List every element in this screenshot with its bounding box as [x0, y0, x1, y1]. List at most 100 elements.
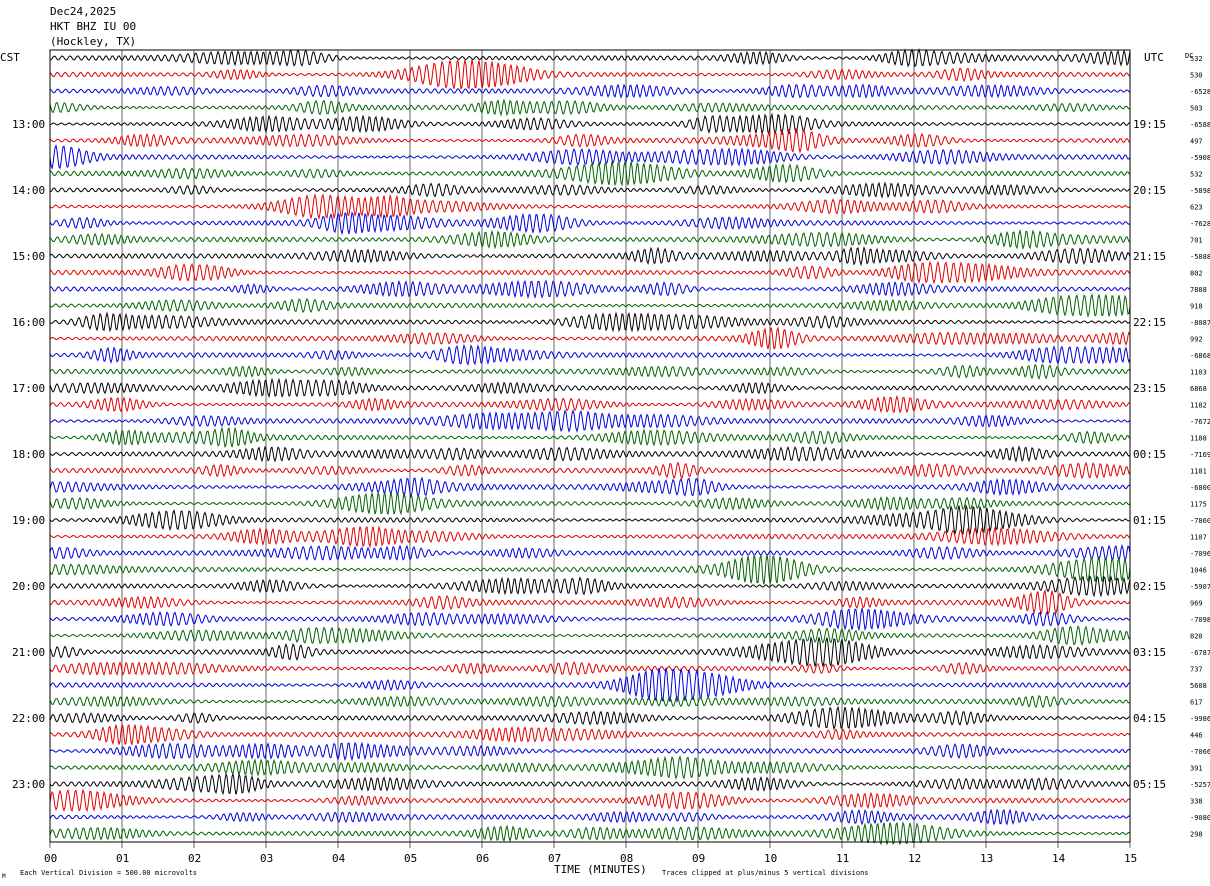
dc-offset-label: 5608: [1190, 682, 1207, 690]
dc-offset-label: 391: [1190, 765, 1203, 773]
dc-offset-label: -6800: [1190, 484, 1210, 492]
x-tick-label: 14: [1052, 852, 1066, 865]
dc-offset-label: 497: [1190, 138, 1203, 146]
left-hour-label: 21:00: [12, 646, 45, 659]
seismic-trace: [49, 574, 1131, 598]
right-hour-label: 01:15: [1133, 514, 1166, 527]
trace-group: [49, 48, 1131, 846]
seismic-trace: [49, 246, 1131, 267]
dc-offset-label: -5907: [1190, 583, 1210, 591]
seismic-trace: [49, 98, 1131, 117]
left-hour-label: 15:00: [12, 250, 45, 263]
left-hour-label: 13:00: [12, 118, 45, 131]
left-hour-label: 22:00: [12, 712, 45, 725]
x-tick-label: 05: [404, 852, 417, 865]
x-tick-label: 11: [836, 852, 849, 865]
dc-offset-label: -9080: [1190, 814, 1210, 822]
seismic-trace: [49, 181, 1131, 199]
right-zone-label: UTC: [1144, 51, 1164, 64]
seismic-trace: [49, 635, 1131, 668]
seismic-trace: [49, 608, 1131, 632]
seismic-trace: [49, 445, 1131, 463]
dc-offset-label: 969: [1190, 600, 1203, 608]
header-station: HKT BHZ IU 00: [50, 20, 137, 33]
header-date: Dec24,2025: [50, 5, 117, 18]
plot-frame: [49, 49, 1131, 843]
seismic-trace: [49, 377, 1131, 399]
label-group: 00 01 02 03 04 05 06 07 08 09 10 11 12 13 14 15 532 530 -6…: [12, 55, 1210, 865]
header-location: (Hockley, TX): [50, 35, 137, 48]
seismic-trace: [49, 48, 1131, 68]
seismic-trace: [49, 772, 1131, 796]
dc-offset-label: 532: [1190, 171, 1203, 179]
dc-offset-label: 701: [1190, 237, 1203, 245]
x-tick-label: 00: [44, 852, 57, 865]
dc-offset-label: 1107: [1190, 534, 1207, 542]
seismic-trace: [49, 755, 1131, 781]
seismic-trace: [49, 589, 1131, 615]
dc-offset-label: -6528: [1190, 88, 1210, 96]
seismic-trace: [49, 553, 1131, 585]
dc-offset-label: -7628: [1190, 220, 1210, 228]
scale-note: Each Vertical Division = 500.00 microvol…: [20, 869, 197, 877]
right-hour-label: 02:15: [1133, 580, 1166, 593]
seismic-trace: [49, 311, 1131, 333]
seismic-trace: [49, 503, 1131, 536]
dc-offset-label: 338: [1190, 798, 1203, 806]
dc-offset-label: -7860: [1190, 517, 1210, 525]
seismic-trace: [49, 491, 1131, 516]
seismic-trace: [49, 363, 1131, 381]
corner-mark: M: [2, 873, 6, 880]
dc-offset-label: 1182: [1190, 402, 1207, 410]
dc-offset-label: 617: [1190, 699, 1203, 707]
seismic-trace: [49, 161, 1131, 187]
dc-offset-label: 1046: [1190, 567, 1207, 575]
seismic-trace: [49, 543, 1131, 562]
right-hour-label: 21:15: [1133, 250, 1166, 263]
dc-offset-label: 802: [1190, 270, 1203, 278]
seismic-trace: [49, 279, 1131, 299]
dc-offset-label: -8087: [1190, 319, 1210, 327]
seismic-trace: [49, 426, 1131, 449]
seismic-trace: [49, 326, 1131, 350]
x-tick-label: 09: [692, 852, 705, 865]
dc-offset-label: -5908: [1190, 154, 1210, 162]
seismic-trace: [49, 394, 1131, 414]
dc-offset-label: -5898: [1190, 187, 1210, 195]
dc-offset-label: -7096: [1190, 550, 1210, 558]
seismic-trace: [49, 820, 1131, 846]
x-tick-label: 04: [332, 852, 346, 865]
x-tick-label: 06: [476, 852, 489, 865]
seismic-trace: [49, 667, 1131, 704]
left-hour-label: 18:00: [12, 448, 45, 461]
left-zone-label: CST: [0, 51, 20, 64]
seismic-trace: [49, 211, 1131, 236]
seismic-trace: [49, 808, 1131, 826]
dc-offset-label: 298: [1190, 831, 1203, 839]
x-tick-label: 15: [1124, 852, 1137, 865]
x-tick-label: 10: [764, 852, 777, 865]
dc-offset-label: 992: [1190, 336, 1203, 344]
x-axis-label: TIME (MINUTES): [554, 863, 647, 876]
dc-offset-label: 820: [1190, 633, 1203, 641]
dc-offset-label: 1181: [1190, 468, 1207, 476]
dc-offset-label: -6868: [1190, 352, 1210, 360]
dc-offset-label: -9986: [1190, 715, 1210, 723]
seismic-trace: [49, 408, 1131, 433]
x-tick-label: 08: [620, 852, 633, 865]
dc-offset-label: 918: [1190, 303, 1203, 311]
right-hour-label: 04:15: [1133, 712, 1166, 725]
right-hour-label: 00:15: [1133, 448, 1166, 461]
dc-offset-label: 1175: [1190, 501, 1207, 509]
dc-offset-label: -6588: [1190, 121, 1210, 129]
left-hour-label: 16:00: [12, 316, 45, 329]
dc-offset-label: 737: [1190, 666, 1203, 674]
clip-note: Traces clipped at plus/minus 5 vertical …: [662, 869, 869, 877]
x-tick-label: 01: [116, 852, 129, 865]
dc-offset-label: -5888: [1190, 253, 1210, 261]
seismic-trace: [49, 83, 1131, 99]
dc-offset-label: 1103: [1190, 369, 1207, 377]
x-tick-label: 13: [980, 852, 993, 865]
seismic-trace: [49, 788, 1131, 813]
dc-offset-label: 503: [1190, 105, 1203, 113]
